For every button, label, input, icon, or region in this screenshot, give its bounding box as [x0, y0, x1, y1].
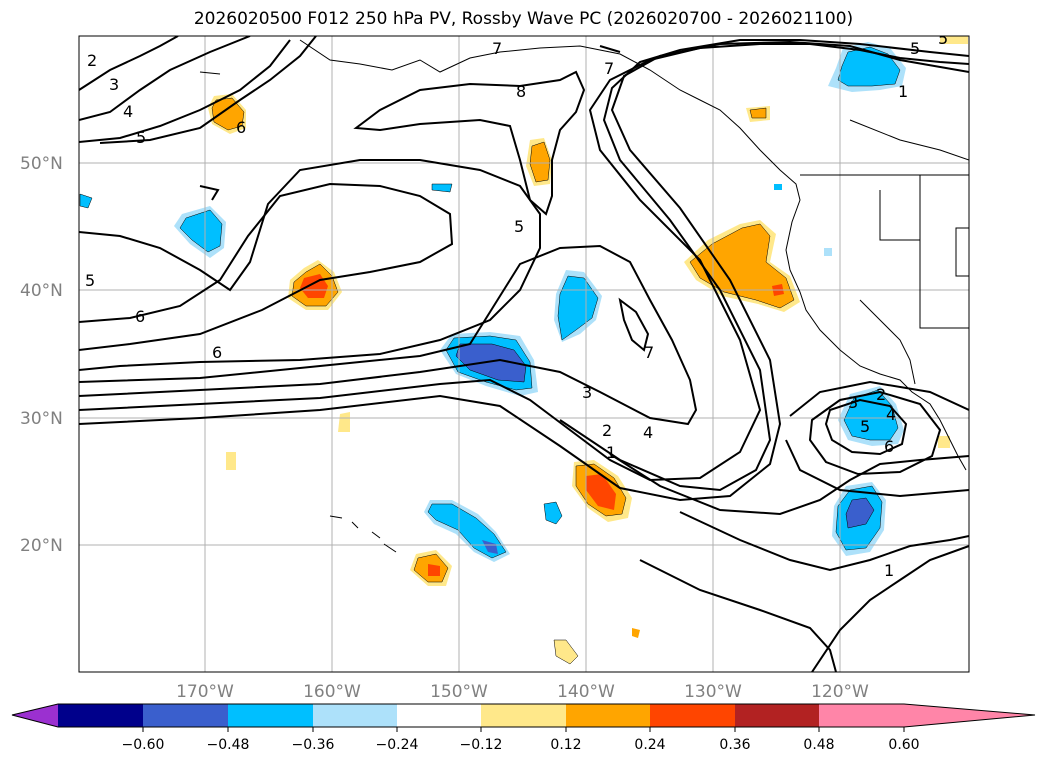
- positive-anomaly-blob: [526, 138, 552, 186]
- positive-anomaly-blob: [208, 94, 246, 134]
- lon-label: 150°W: [430, 682, 488, 702]
- negative-anomaly-blob: [554, 270, 602, 342]
- positive-anomaly-blob: [940, 36, 968, 44]
- colorbar-extend-high: [904, 704, 1035, 727]
- contour-label: 7: [644, 343, 654, 362]
- contour-label: 6: [135, 307, 145, 326]
- negative-anomaly-blob: [774, 184, 782, 190]
- colorbar-swatch: [397, 704, 481, 727]
- pv-contours: [79, 36, 969, 672]
- lon-label: 130°W: [684, 682, 742, 702]
- negative-anomaly-blob: [174, 206, 226, 258]
- colorbar-outline: [11, 703, 1036, 728]
- contour-label: 2: [876, 385, 886, 404]
- lon-label: 120°W: [811, 682, 869, 702]
- positive-anomaly-blob: [684, 220, 800, 312]
- contour-label: 6: [236, 118, 246, 137]
- colorbar-swatch: [143, 704, 228, 727]
- longitude-labels: 170°W 160°W 150°W 140°W 130°W 120°W: [176, 682, 869, 702]
- colorbar-extend-low: [12, 704, 58, 727]
- lon-label: 160°W: [303, 682, 361, 702]
- colorbar-swatch: [735, 704, 819, 727]
- positive-anomaly-blob: [938, 436, 950, 448]
- contour-label: 5: [938, 29, 948, 48]
- lon-label: 140°W: [557, 682, 615, 702]
- contour-label: 3: [582, 383, 592, 402]
- colorbar: −0.60 −0.48 −0.36 −0.24 −0.12 0.12 0.24 …: [11, 703, 1036, 753]
- positive-anomaly-blob: [288, 260, 342, 310]
- graticule: [79, 36, 969, 672]
- contour-label: 1: [884, 561, 894, 580]
- colorbar-tick-label: 0.36: [719, 737, 750, 753]
- colorbar-tick-label: 0.60: [888, 737, 919, 753]
- negative-anomaly-blob: [824, 248, 832, 256]
- lat-label: 30°N: [20, 409, 63, 429]
- contour-label: 5: [514, 217, 524, 236]
- colorbar-tick-label: 0.48: [803, 737, 834, 753]
- lat-label: 20°N: [20, 536, 63, 556]
- lat-label: 50°N: [20, 154, 63, 174]
- colorbar-tick-label: 0.12: [550, 737, 581, 753]
- contour-label: 2: [87, 51, 97, 70]
- contour-label: 8: [516, 82, 526, 101]
- colorbar-tick-label: −0.12: [460, 737, 503, 753]
- contour-label: 6: [884, 437, 894, 456]
- negative-anomaly-blob: [543, 501, 563, 525]
- contour-label: 6: [212, 343, 222, 362]
- chart-title: 2026020500 F012 250 hPa PV, Rossby Wave …: [193, 9, 854, 29]
- colorbar-swatch: [481, 704, 566, 727]
- colorbar-swatch: [819, 704, 904, 727]
- lat-label: 40°N: [20, 281, 63, 301]
- colorbar-swatch: [566, 704, 650, 727]
- map-frame: [78, 35, 970, 673]
- colorbar-swatch: [228, 704, 313, 727]
- contour-label: 3: [109, 75, 119, 94]
- negative-anomaly-blob: [832, 482, 886, 556]
- positive-anomaly-blob: [226, 452, 236, 470]
- negative-anomaly-blob: [431, 183, 453, 193]
- negative-anomaly-blob: [79, 193, 93, 209]
- positive-anomaly-blob: [632, 628, 640, 638]
- positive-anomaly-blob: [338, 412, 350, 432]
- contour-label: 2: [602, 421, 612, 440]
- colorbar-tick-label: −0.60: [122, 737, 165, 753]
- colorbar-swatch: [650, 704, 735, 727]
- latitude-labels: 50°N 40°N 30°N 20°N: [20, 154, 63, 556]
- contour-label: 5: [860, 417, 870, 436]
- contour-label: 4: [123, 102, 133, 121]
- colorbar-swatch: [313, 704, 397, 727]
- contour-label: 5: [910, 39, 920, 58]
- contour-labels: 2 3 4 5 6 5 6 7 8 7 5 6 7 5 4 3 2 1 5 1 …: [85, 29, 948, 580]
- colorbar-tick-label: −0.36: [292, 737, 335, 753]
- contour-label: 4: [643, 423, 653, 442]
- colorbar-tick-label: −0.24: [376, 737, 419, 753]
- colorbar-tick-label: 0.24: [634, 737, 665, 753]
- contour-label: 5: [136, 128, 146, 147]
- positive-anomaly-blob: [572, 460, 632, 522]
- colorbar-tick-label: −0.48: [207, 737, 250, 753]
- contour-label: 1: [606, 443, 616, 462]
- positive-anomaly-blob: [746, 106, 770, 122]
- contour-label: 7: [604, 59, 614, 78]
- negative-anomaly-blob: [440, 332, 538, 396]
- coastlines: [199, 39, 969, 553]
- contour-label: 1: [898, 82, 908, 101]
- positive-anomaly-blob: [553, 639, 579, 665]
- contour-label: 7: [492, 39, 502, 58]
- contour-label: 4: [886, 405, 896, 424]
- contour-label: 5: [85, 271, 95, 290]
- positive-anomaly-blob: [410, 550, 452, 586]
- contour-label: 3: [848, 393, 858, 412]
- lon-label: 170°W: [176, 682, 234, 702]
- colorbar-swatch: [58, 704, 143, 727]
